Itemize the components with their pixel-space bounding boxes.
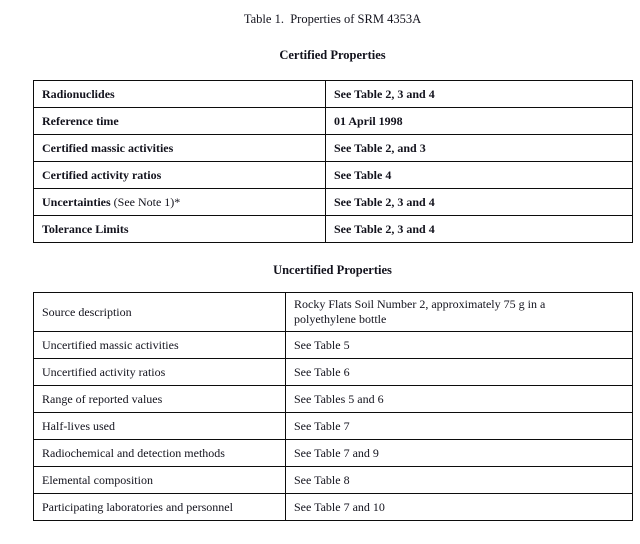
- property-label-cell: Tolerance Limits: [33, 215, 326, 243]
- uncertified-properties-table: Source description Rocky Flats Soil Numb…: [33, 292, 633, 521]
- table-row: Elemental composition See Table 8: [33, 466, 633, 494]
- property-label-cell: Radiochemical and detection methods: [33, 439, 286, 467]
- property-value-cell: See Table 2, 3 and 4: [325, 80, 633, 108]
- property-label-cell: Elemental composition: [33, 466, 286, 494]
- table-row: Radionuclides See Table 2, 3 and 4: [33, 80, 633, 108]
- property-value-cell: See Tables 5 and 6: [285, 385, 633, 413]
- property-value-cell: See Table 6: [285, 358, 633, 386]
- property-label: Uncertainties: [42, 194, 111, 209]
- section-heading-uncertified: Uncertified Properties: [273, 263, 392, 277]
- property-label-suffix: (See Note 1)*: [110, 194, 181, 209]
- property-value-cell: See Table 2, and 3: [325, 134, 633, 162]
- property-label-cell: Range of reported values: [33, 385, 286, 413]
- property-value-cell: See Table 2, 3 and 4: [325, 188, 633, 216]
- property-label-cell: Reference time: [33, 107, 326, 135]
- table-row: Source description Rocky Flats Soil Numb…: [33, 292, 633, 332]
- property-value-cell: See Table 2, 3 and 4: [325, 215, 633, 243]
- property-value-cell: See Table 8: [285, 466, 633, 494]
- property-value-cell: See Table 7 and 9: [285, 439, 633, 467]
- property-value-cell: See Table 7 and 10: [285, 493, 633, 521]
- property-label-cell: Uncertainties (See Note 1)*: [33, 188, 326, 216]
- table-row: Certified activity ratios See Table 4: [33, 161, 633, 189]
- table-row: Certified massic activities See Table 2,…: [33, 134, 633, 162]
- property-value-cell: See Table 7: [285, 412, 633, 440]
- property-label-cell: Uncertified activity ratios: [33, 358, 286, 386]
- table-row: Radiochemical and detection methods See …: [33, 439, 633, 467]
- table-row: Participating laboratories and personnel…: [33, 493, 633, 521]
- property-label: Reference time: [42, 113, 119, 128]
- page-title: Table 1. Properties of SRM 4353A: [243, 12, 422, 26]
- table-row: Half-lives used See Table 7: [33, 412, 633, 440]
- property-label-cell: Source description: [33, 292, 286, 332]
- property-label: Certified activity ratios: [42, 167, 162, 182]
- property-label-cell: Half-lives used: [33, 412, 286, 440]
- property-label-cell: Certified massic activities: [33, 134, 326, 162]
- property-label-cell: Participating laboratories and personnel: [33, 493, 286, 521]
- property-label: Tolerance Limits: [42, 221, 129, 236]
- property-value-cell: See Table 5: [285, 331, 633, 359]
- property-label-cell: Certified activity ratios: [33, 161, 326, 189]
- table-row: Uncertainties (See Note 1)* See Table 2,…: [33, 188, 633, 216]
- section-heading-certified: Certified Properties: [279, 48, 386, 62]
- property-label: Radionuclides: [42, 86, 115, 101]
- table-row: Range of reported values See Tables 5 an…: [33, 385, 633, 413]
- table-row: Tolerance Limits See Table 2, 3 and 4: [33, 215, 633, 243]
- property-value-cell: See Table 4: [325, 161, 633, 189]
- property-label-cell: Radionuclides: [33, 80, 326, 108]
- property-label: Certified massic activities: [42, 140, 174, 155]
- table-row: Uncertified massic activities See Table …: [33, 331, 633, 359]
- table-row: Uncertified activity ratios See Table 6: [33, 358, 633, 386]
- table-row: Reference time 01 April 1998: [33, 107, 633, 135]
- document-page: Table 1. Properties of SRM 4353A Certifi…: [33, 0, 633, 521]
- property-value-cell: Rocky Flats Soil Number 2, approximately…: [285, 292, 633, 332]
- property-label-cell: Uncertified massic activities: [33, 331, 286, 359]
- property-value-cell: 01 April 1998: [325, 107, 633, 135]
- certified-properties-table: Radionuclides See Table 2, 3 and 4 Refer…: [33, 80, 633, 243]
